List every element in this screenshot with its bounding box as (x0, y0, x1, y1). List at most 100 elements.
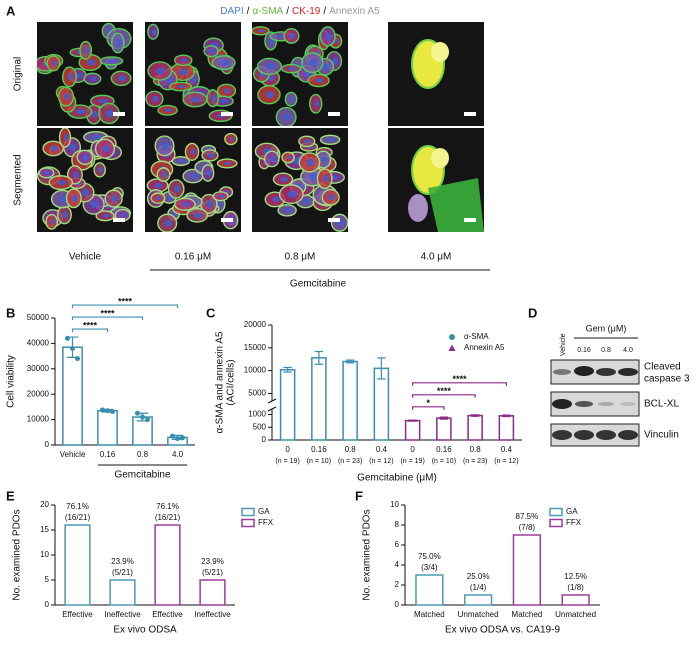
x-tick-label: Matched (414, 610, 445, 619)
scale-bar (328, 218, 340, 222)
nucleus (321, 156, 328, 163)
row-label: Segmented (13, 154, 24, 205)
nucleus (309, 58, 318, 67)
micrograph (388, 128, 484, 232)
nucleus (206, 169, 212, 177)
y-tick-label: 6 (395, 540, 400, 549)
nucleus (332, 57, 339, 65)
nucleus (288, 66, 296, 71)
x-axis-label: Gemcitabine (114, 470, 171, 481)
band (552, 399, 572, 409)
nucleus (325, 32, 332, 41)
nucleus (90, 200, 99, 209)
nucleus (91, 134, 102, 140)
percent-label: 75.0% (418, 552, 441, 561)
scale-bar (221, 218, 233, 222)
scale-bar (113, 112, 125, 116)
bar (279, 368, 296, 441)
western-blot: D Gem (μM) Vehicle 0.16 0.8 4.0 Cleaved … (528, 305, 690, 447)
group-label: Gemcitabine (290, 279, 347, 290)
y-tick-label: 15 (40, 525, 49, 534)
band (552, 430, 572, 440)
micrograph (37, 128, 133, 232)
nucleus (224, 161, 233, 166)
scale-bar (221, 112, 233, 116)
y-tick-label: 1000 (248, 410, 266, 419)
percent-label: 25.0% (467, 572, 490, 581)
lane-label: 0.16 (577, 347, 591, 354)
percent-label: 12.5% (564, 572, 587, 581)
nucleus (63, 133, 69, 142)
error-bar (502, 414, 511, 418)
band (620, 402, 636, 406)
error-bar (283, 366, 292, 373)
panel-letter: A (6, 3, 16, 18)
significance-bracket (412, 406, 445, 410)
percent-label: 76.1% (156, 502, 179, 511)
nucleus (219, 99, 228, 104)
nucleus (191, 75, 197, 83)
nucleus (306, 158, 315, 167)
nucleus (64, 92, 70, 101)
data-point (135, 410, 140, 416)
x-tick-label: 0.8 (345, 445, 357, 454)
x-tick-label: 0.8 (137, 450, 149, 459)
legend-label: FFX (566, 518, 582, 527)
nucleus (265, 91, 275, 99)
band (575, 401, 593, 407)
data-point (65, 335, 70, 341)
y-tick-label: 5000 (248, 389, 266, 398)
y-tick-label: 20 (40, 500, 49, 509)
nucleus (120, 212, 127, 218)
nucleus (280, 176, 288, 182)
nucleus (162, 171, 168, 178)
y-tick-label: 0 (395, 600, 400, 609)
value-label: (16/21) (65, 513, 91, 522)
significance-bracket (71, 328, 109, 333)
band (618, 368, 638, 376)
nucleus (156, 196, 162, 201)
bar (109, 579, 136, 606)
x-tick-label: 0 (285, 445, 290, 454)
nucleus (328, 194, 336, 201)
nucleus (161, 141, 170, 150)
x-tick-label: 0.16 (311, 445, 327, 454)
legend-label: Annexin A5 (464, 343, 505, 352)
blot-row-label: caspase 3 (644, 374, 690, 385)
band (618, 430, 638, 440)
data-point (105, 408, 110, 414)
scale-bar (113, 218, 125, 222)
nucleus (154, 182, 163, 188)
data-point (175, 436, 180, 442)
nucleus (174, 185, 181, 193)
nucleus (75, 72, 82, 79)
nucleus (265, 63, 276, 70)
x-tick-label: 0.16 (100, 450, 116, 459)
nucleus (287, 190, 298, 198)
nucleus (86, 59, 96, 66)
nucleus (50, 218, 55, 225)
n-label: (n = 12) (369, 458, 393, 465)
nucleus (304, 139, 311, 144)
legend-marker (449, 334, 455, 340)
x-tick-label: 4.0 (172, 450, 184, 459)
axis-break (267, 398, 277, 412)
band (574, 366, 594, 376)
stain-name: CK-19 (292, 6, 321, 17)
bar (62, 346, 83, 446)
x-tick-label: Vehicle (60, 450, 86, 459)
x-tick-label: 0.8 (470, 445, 482, 454)
nucleus (223, 88, 232, 94)
nucleus (116, 39, 122, 47)
column-label: 0.8 μM (285, 252, 316, 263)
data-point (110, 408, 115, 414)
bar (154, 524, 181, 606)
blot-strip (550, 423, 640, 447)
nucleus (315, 78, 324, 83)
stain-name: α-SMA (252, 6, 283, 17)
bar (342, 360, 358, 441)
bar (404, 419, 421, 441)
segment (408, 194, 428, 222)
x-tick-label: Matched (512, 610, 543, 619)
